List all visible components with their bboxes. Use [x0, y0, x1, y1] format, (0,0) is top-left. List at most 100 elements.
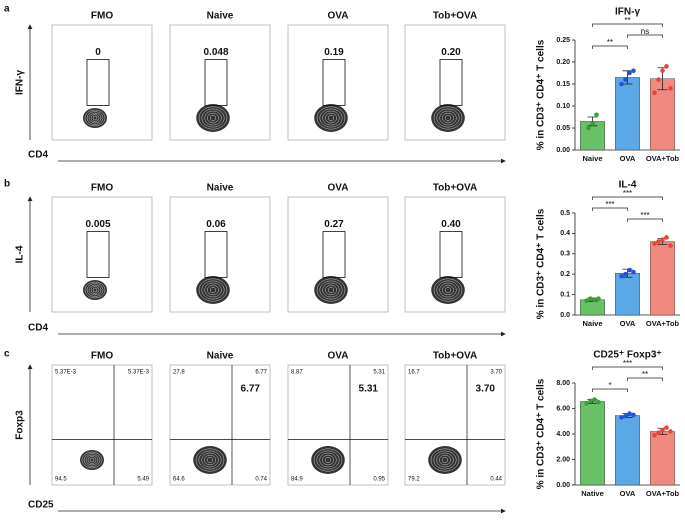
bar: [650, 431, 675, 486]
quadrant-value: 6.77: [255, 370, 267, 376]
plot-frame: [287, 196, 389, 313]
contour: [198, 450, 222, 470]
panel-letter: a: [4, 4, 10, 15]
plot-title: Tob+OVA: [433, 183, 477, 194]
data-point: [652, 90, 657, 96]
data-point: [631, 412, 636, 418]
data-point: [623, 77, 628, 82]
contour: [322, 454, 334, 466]
x-tick-label: OVA: [620, 489, 636, 498]
event-cloud: [314, 276, 348, 304]
contour: [433, 450, 457, 470]
plot-title: OVA: [328, 351, 349, 362]
x-tick-label: OVA: [620, 154, 636, 163]
data-point: [660, 68, 665, 74]
comparison-label: **: [607, 38, 613, 47]
contour: [439, 110, 457, 126]
contour: [319, 108, 343, 128]
contour: [430, 448, 460, 472]
contour: [327, 286, 335, 294]
y-tick-label: 0.05: [556, 125, 570, 132]
y-tick-label: 2.00: [556, 456, 570, 463]
highlight-value: 3.70: [476, 384, 496, 395]
data-point: [664, 64, 669, 69]
data-point: [594, 112, 599, 118]
y-tick-label: 8.00: [556, 380, 570, 387]
gate: [439, 59, 463, 106]
contour: [444, 114, 452, 122]
quadrant-value: 0.95: [373, 477, 385, 483]
gate: [204, 231, 228, 278]
contour: [209, 114, 217, 122]
event-cloud: [431, 104, 465, 132]
event-cloud: [80, 450, 104, 470]
data-point: [627, 411, 632, 416]
data-point: [664, 425, 669, 430]
plot-frame: [169, 196, 271, 313]
plot-title: Tob+OVA: [433, 351, 477, 362]
plot-title: Naive: [207, 183, 234, 194]
data-point: [668, 429, 673, 434]
plot-title: Naive: [207, 11, 234, 22]
x-tick-label: Naive: [582, 154, 602, 163]
quadrant-value: 5.37E-3: [55, 370, 77, 376]
data-point: [627, 267, 632, 273]
quadrant-value: 94.5: [55, 477, 67, 483]
quadrant-value: 5.31: [373, 370, 385, 376]
y-axis-label: % in CD3⁺ CD4⁺ T cells: [536, 378, 547, 489]
x-tick-label: Naive: [582, 319, 602, 328]
y-tick-label: 0.1: [560, 291, 570, 298]
contour: [83, 453, 101, 467]
gate-value: 0: [95, 47, 101, 58]
chart-title: IL-4: [619, 180, 637, 191]
quadrant-value: 0.44: [490, 477, 502, 483]
gate: [322, 231, 346, 278]
y-tick-label: 0.20: [556, 59, 570, 66]
gate-value: 0.005: [85, 219, 110, 230]
comparison-label: **: [624, 16, 630, 25]
contour: [90, 286, 100, 294]
contour: [92, 115, 98, 121]
contour: [441, 456, 449, 464]
data-point: [656, 77, 661, 82]
y-axis-label: IFN-γ: [15, 70, 26, 95]
contour: [316, 106, 346, 130]
data-point: [664, 235, 669, 240]
plot-frame: [51, 364, 153, 486]
highlight-value: 6.77: [241, 384, 261, 395]
comparison-bracket: [592, 196, 663, 200]
plot-frame: [169, 364, 271, 486]
quadrant-value: 0.74: [255, 477, 267, 483]
data-point: [660, 427, 665, 433]
event-cloud: [83, 108, 107, 128]
quadrant-value: 79.2: [408, 477, 420, 483]
gate: [204, 59, 228, 106]
contour: [201, 108, 225, 128]
comparison-label: ***: [640, 211, 649, 220]
event-cloud: [193, 446, 227, 474]
contour: [319, 280, 343, 300]
bar: [580, 299, 605, 316]
plot-frame: [51, 196, 153, 313]
contour: [325, 112, 337, 124]
contour: [201, 280, 225, 300]
contour: [84, 281, 106, 299]
data-point: [619, 273, 624, 279]
contour: [444, 286, 452, 294]
chart-title: CD25⁺ Foxp3⁺: [593, 350, 661, 361]
data-point: [631, 68, 636, 74]
contour: [322, 110, 340, 126]
y-tick-label: 0.25: [556, 37, 570, 44]
y-axis-label: IL-4: [15, 245, 26, 263]
panel-letter: c: [4, 349, 10, 360]
contour: [207, 112, 219, 124]
comparison-label: ***: [623, 189, 632, 198]
plot-title: FMO: [91, 11, 113, 22]
contour: [81, 451, 103, 469]
contour: [439, 454, 451, 466]
comparison-bracket: [592, 207, 628, 211]
comparison-bracket: [592, 388, 628, 392]
y-tick-label: 0.0: [560, 312, 570, 319]
data-point: [623, 413, 628, 419]
y-tick-label: 0.00: [556, 147, 570, 154]
